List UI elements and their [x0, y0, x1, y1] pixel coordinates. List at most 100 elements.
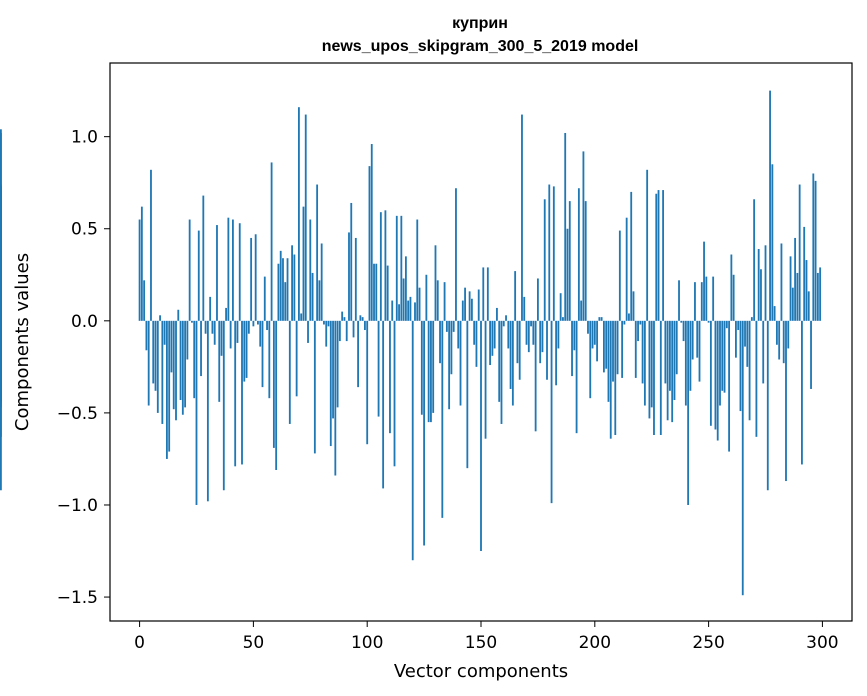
bar-32 [211, 320, 214, 334]
bar-234 [671, 320, 674, 423]
bar-207 [609, 320, 612, 439]
bar-229 [659, 320, 662, 435]
bar-144 [466, 320, 469, 469]
bar-18 [179, 320, 182, 401]
bar-264 [739, 320, 742, 412]
bar-279 [773, 306, 776, 321]
bar-201 [596, 320, 598, 362]
bar-281 [778, 320, 781, 360]
plot-frame [109, 62, 853, 622]
bar-285 [787, 320, 790, 349]
bar-282 [780, 243, 783, 321]
bar-76 [311, 272, 314, 321]
bar-12 [165, 320, 168, 459]
bar-116 [402, 278, 405, 321]
bar-283 [782, 320, 785, 364]
bar-253 [714, 320, 717, 430]
bar-288 [794, 237, 797, 321]
bar-167 [518, 320, 521, 380]
bar-106 [379, 212, 382, 321]
bar-34 [216, 225, 218, 321]
bar-292 [803, 226, 806, 321]
bar-118 [407, 300, 410, 321]
bar-232 [666, 320, 669, 421]
bar-221 [641, 320, 644, 384]
bar-110 [389, 320, 391, 434]
bar-63 [282, 258, 284, 321]
bar-119 [409, 296, 412, 321]
bar-296 [812, 173, 815, 321]
bar-180 [548, 184, 551, 321]
bar-284 [785, 320, 787, 482]
bar-86 [334, 320, 337, 476]
bar-122 [416, 219, 419, 321]
chart-title: куприн [452, 15, 508, 32]
bar-3 [145, 320, 148, 351]
bar-55 [263, 276, 266, 321]
bar-9 [159, 315, 161, 321]
bar-262 [735, 320, 737, 358]
bar-218 [634, 320, 637, 378]
bar-143 [464, 287, 466, 321]
bar-36 [220, 320, 223, 356]
y-tick-label: 0.0 [71, 312, 98, 332]
bar-127 [427, 320, 430, 423]
bar-186 [562, 317, 564, 321]
bar-113 [395, 215, 398, 321]
bar-291 [801, 320, 803, 465]
x-axis-label: Vector components [394, 661, 568, 682]
bar-149 [477, 289, 480, 321]
bar-265 [741, 320, 744, 596]
bar-188 [566, 228, 569, 321]
bar-10 [161, 320, 164, 424]
bar-274 [762, 320, 765, 384]
bar-13 [168, 320, 171, 452]
bar-21 [186, 320, 189, 360]
bar-108 [384, 210, 387, 321]
bar-128 [430, 320, 432, 423]
bar-44 [238, 223, 241, 321]
bar-98 [361, 317, 364, 321]
bar-213 [623, 320, 626, 325]
bar-286 [789, 256, 792, 321]
y-tick-label: −0.5 [57, 404, 98, 424]
y-axis-ticks: −1.5 −1.0 −0.5 0.0 0.5 1.0 [57, 128, 110, 608]
bar-68 [293, 254, 296, 321]
x-axis-ticks: 0 50 100 150 200 250 300 [134, 621, 839, 653]
bar-174 [534, 320, 537, 432]
bar-94 [352, 320, 355, 338]
bar-45 [241, 320, 243, 465]
bar-205 [605, 320, 608, 369]
bar-152 [484, 320, 487, 439]
bar-156 [493, 320, 496, 349]
chart-subtitle: news_upos_skipgram_300_5_2019 model [322, 38, 639, 55]
y-tick-label: −1.5 [57, 588, 98, 608]
bar-297 [814, 180, 817, 321]
bar-38 [225, 307, 227, 321]
bar-222 [643, 320, 646, 406]
bar-191 [573, 320, 576, 351]
bar-162 [507, 320, 510, 349]
bar-142 [461, 300, 464, 321]
bar-277 [769, 90, 771, 321]
bar-134 [443, 282, 446, 321]
bar-141 [459, 320, 462, 406]
bar-169 [523, 296, 526, 321]
bar-112 [393, 320, 396, 467]
bar-166 [516, 320, 519, 364]
bar-299 [819, 267, 822, 321]
bar-235 [673, 320, 676, 401]
bar-170 [525, 320, 528, 345]
bar-268 [748, 320, 751, 421]
bar-37 [222, 320, 225, 491]
bar-175 [536, 278, 539, 321]
bar-242 [689, 320, 692, 391]
bar-83 [327, 320, 330, 327]
bar-78 [316, 184, 319, 321]
bar-255 [719, 320, 721, 406]
bar-48 [247, 320, 250, 334]
bar-104 [375, 263, 378, 321]
x-tick-label: 300 [806, 633, 838, 653]
bar-4 [147, 320, 150, 406]
bar-undefined [0, 320, 2, 375]
